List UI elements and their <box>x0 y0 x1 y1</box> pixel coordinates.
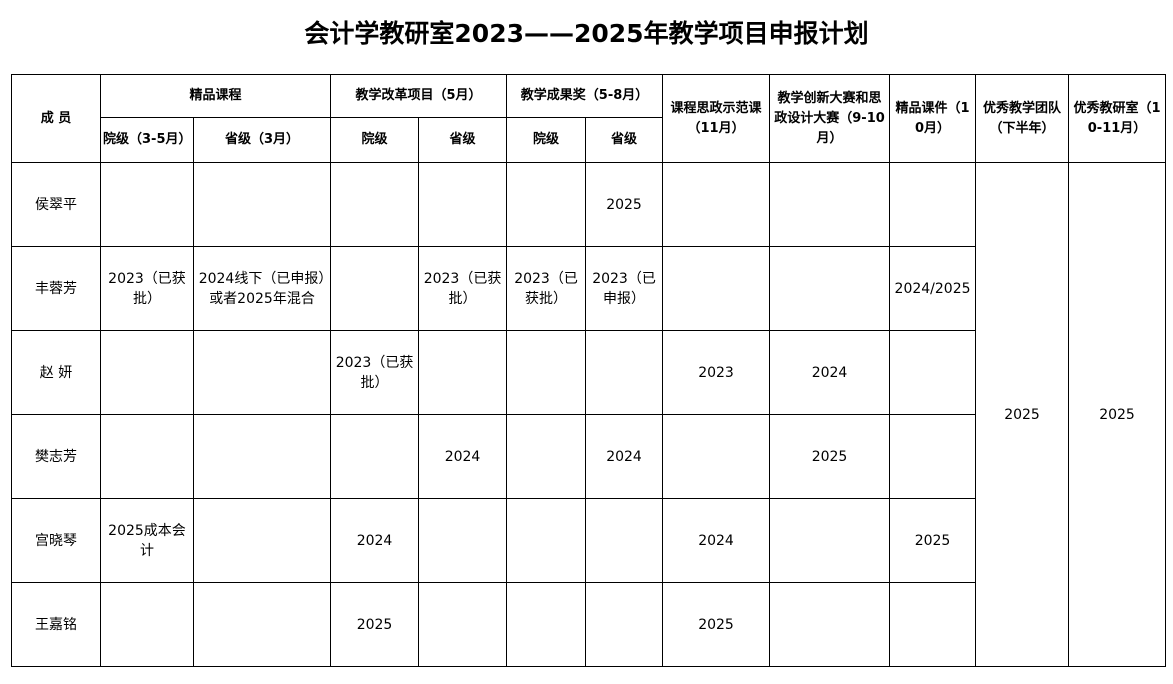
cell-ta-college: 2023（已获批） <box>506 246 587 331</box>
cell-tr-college: 2025 <box>330 582 420 667</box>
cell-innovation-contest <box>769 162 891 247</box>
member-name: 宫晓琴 <box>11 498 101 583</box>
cell-innovation-contest <box>769 582 891 667</box>
cell-ideology-demo: 2025 <box>662 582 771 667</box>
header-qc-college: 院级（3-5月） <box>100 117 194 163</box>
header-innovation-contest: 教学创新大赛和思政设计大赛（9-10月） <box>769 74 891 163</box>
cell-qc-college <box>100 582 194 667</box>
header-row-2: 院级（3-5月） 省级（3月） 院级 省级 院级 省级 <box>12 117 1166 163</box>
cell-ta-college <box>506 498 587 583</box>
cell-ta-college <box>506 162 587 247</box>
cell-innovation-contest <box>769 498 891 583</box>
cell-tr-college: 2024 <box>330 498 420 583</box>
member-name: 侯翠平 <box>11 162 101 247</box>
cell-quality-courseware <box>889 582 977 667</box>
cell-excellent-office-merged: 2025 <box>1068 162 1167 667</box>
cell-ta-college <box>506 414 587 499</box>
header-ta-college: 院级 <box>506 117 587 163</box>
cell-ideology-demo <box>662 414 771 499</box>
cell-qc-province <box>192 162 332 247</box>
project-plan-table: 成 员 精品课程 教学改革项目（5月） 教学成果奖（5-8月） 课程思政示范课（… <box>11 74 1167 667</box>
cell-quality-courseware: 2024/2025 <box>889 246 977 331</box>
table-row: 王嘉铭 2025 2025 <box>11 582 1166 667</box>
cell-tr-college <box>330 246 420 331</box>
cell-ta-province: 2023（已申报） <box>585 246 664 331</box>
member-name: 王嘉铭 <box>11 582 101 667</box>
cell-tr-college <box>330 162 420 247</box>
cell-ideology-demo <box>662 246 771 331</box>
header-member: 成 员 <box>11 74 101 163</box>
cell-ta-province: 2025 <box>585 162 664 247</box>
cell-ideology-demo: 2023 <box>662 330 771 415</box>
header-ideology-demo: 课程思政示范课（11月） <box>662 74 771 163</box>
cell-tr-province <box>418 162 508 247</box>
header-tr-college: 院级 <box>330 117 420 163</box>
cell-innovation-contest <box>769 246 891 331</box>
table-row: 赵 妍 2023（已获批） 2023 2024 <box>11 330 1166 415</box>
header-teaching-reform: 教学改革项目（5月） <box>330 74 508 118</box>
header-ta-province: 省级 <box>585 117 664 163</box>
cell-qc-college <box>100 414 194 499</box>
table-row: 侯翠平 2025 2025 2025 <box>11 162 1167 667</box>
cell-qc-province: 2024线下（已申报）或者2025年混合 <box>192 246 332 331</box>
cell-ta-province <box>585 330 664 415</box>
cell-ta-college <box>506 330 587 415</box>
header-teaching-award: 教学成果奖（5-8月） <box>506 74 664 118</box>
cell-qc-province <box>192 330 332 415</box>
cell-quality-courseware <box>889 162 977 247</box>
member-name: 丰蓉芳 <box>11 246 101 331</box>
cell-qc-province <box>192 498 332 583</box>
cell-ideology-demo <box>662 162 771 247</box>
member-name: 樊志芳 <box>11 414 101 499</box>
cell-tr-province: 2024 <box>418 414 508 499</box>
cell-tr-college: 2023（已获批） <box>330 330 420 415</box>
cell-ta-province: 2024 <box>585 414 664 499</box>
cell-excellent-team-merged: 2025 <box>975 162 1070 667</box>
header-excellent-team: 优秀教学团队（下半年） <box>975 74 1070 163</box>
cell-quality-courseware: 2025 <box>889 498 977 583</box>
cell-quality-courseware <box>889 330 977 415</box>
cell-tr-province <box>418 582 508 667</box>
cell-innovation-contest: 2025 <box>769 414 891 499</box>
header-excellent-office: 优秀教研室（10-11月） <box>1068 74 1167 163</box>
cell-tr-province <box>418 330 508 415</box>
cell-qc-college <box>100 162 194 247</box>
cell-qc-province <box>192 414 332 499</box>
member-name: 赵 妍 <box>11 330 101 415</box>
cell-ta-college <box>506 582 587 667</box>
table-row: 丰蓉芳 2023（已获批） 2024线下（已申报）或者2025年混合 2023（… <box>11 246 1166 331</box>
cell-quality-courseware <box>889 414 977 499</box>
cell-ta-province <box>585 498 664 583</box>
header-tr-province: 省级 <box>418 117 508 163</box>
cell-qc-college: 2023（已获批） <box>100 246 194 331</box>
cell-qc-college: 2025成本会计 <box>100 498 194 583</box>
cell-qc-province <box>192 582 332 667</box>
header-row-1: 成 员 精品课程 教学改革项目（5月） 教学成果奖（5-8月） 课程思政示范课（… <box>11 74 1167 163</box>
cell-qc-college <box>100 330 194 415</box>
header-quality-course: 精品课程 <box>99 74 332 118</box>
cell-ideology-demo: 2024 <box>662 498 771 583</box>
cell-tr-province: 2023（已获批） <box>418 246 508 331</box>
cell-tr-province <box>418 498 508 583</box>
header-quality-courseware: 精品课件（10月） <box>889 74 977 163</box>
table-row: 宫晓琴 2025成本会计 2024 2024 2025 <box>11 498 1166 583</box>
cell-innovation-contest: 2024 <box>769 330 891 415</box>
page-title: 会计学教研室2023——2025年教学项目申报计划 <box>304 19 869 48</box>
header-qc-province: 省级（3月） <box>192 117 332 163</box>
cell-ta-province <box>585 582 664 667</box>
cell-tr-college <box>330 414 420 499</box>
